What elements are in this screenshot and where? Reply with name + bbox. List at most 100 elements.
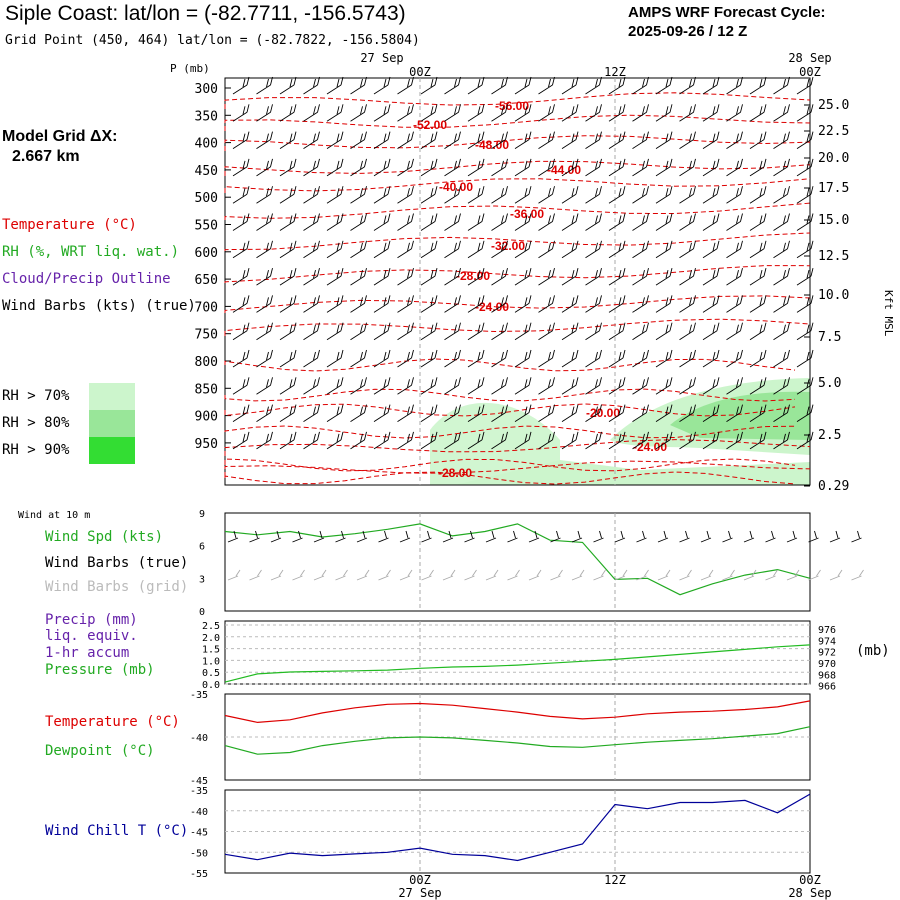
- height-tick-label: 22.5: [818, 124, 849, 139]
- wind-barb: [632, 431, 649, 450]
- wind-barb: [467, 349, 485, 368]
- wind-barb: [444, 104, 461, 122]
- wind-barb: [655, 213, 673, 231]
- wind-barb-grid: [528, 569, 542, 581]
- legend-rh90-swatch: [89, 437, 135, 464]
- wind-barb: [350, 349, 367, 368]
- wind-barb: [702, 267, 720, 286]
- wind-tick-label: 6: [199, 542, 205, 553]
- wind-barb: [420, 213, 438, 231]
- wind-barb-grid: [442, 569, 456, 581]
- wind-barb: [303, 377, 320, 395]
- wind-barb-true: [421, 530, 432, 543]
- wind-barb: [397, 158, 414, 177]
- wind-barb: [608, 104, 626, 122]
- label-pressure: Pressure (mb): [45, 662, 155, 678]
- wind-barb: [444, 377, 461, 395]
- wind-barb-grid: [227, 569, 241, 581]
- wind-barb: [773, 431, 790, 450]
- wind-barb: [749, 322, 767, 341]
- wind-barb: [514, 240, 532, 259]
- forecast-cycle: AMPS WRF Forecast Cycle: 2025-09-26 / 12…: [628, 3, 826, 41]
- label-mb-unit: (mb): [856, 643, 890, 659]
- wind-barb: [491, 431, 508, 450]
- wind-barb: [585, 267, 602, 286]
- wind-barb: [749, 431, 767, 450]
- wind-barb: [397, 213, 414, 231]
- wind-barb: [350, 322, 367, 341]
- wind-barb: [373, 295, 391, 313]
- wind-barb: [420, 104, 438, 122]
- wind-barb: [514, 131, 532, 149]
- wind-barb: [256, 76, 273, 95]
- wind-barb: [326, 104, 344, 122]
- wind-barb: [373, 76, 391, 95]
- wind-barb: [467, 186, 485, 204]
- height-tick-label: 15.0: [818, 213, 849, 228]
- temperature-contour: [224, 232, 811, 251]
- wind-barb: [796, 240, 814, 259]
- wind-barb: [749, 349, 767, 368]
- wind-barb: [467, 158, 485, 177]
- wind-barb: [655, 349, 673, 368]
- wind-barb: [585, 322, 602, 341]
- temperature-contour-low: [224, 458, 796, 472]
- wind-barb-grid: [829, 569, 843, 581]
- wind-barb: [608, 213, 626, 231]
- wind-barb: [726, 213, 743, 231]
- wind-barb: [256, 377, 273, 395]
- wind-barb: [467, 377, 485, 395]
- wind-barb: [561, 213, 579, 231]
- label-wind-speed: Wind Spd (kts): [45, 529, 164, 545]
- wind-barb: [232, 240, 250, 259]
- top-time-tick-12z: 12Z: [604, 65, 626, 79]
- wind-barb: [444, 404, 461, 422]
- label-precip: Precip (mm): [45, 612, 138, 628]
- wind-barb: [397, 404, 414, 422]
- temperature-contour: [224, 318, 811, 336]
- temperature-contour: [224, 92, 811, 109]
- wind-barb: [749, 186, 767, 204]
- wind-barb: [420, 158, 438, 177]
- wind-barb-grid: [313, 569, 327, 581]
- wind-barb: [538, 76, 555, 95]
- windchill-tick-label: -50: [190, 848, 208, 859]
- wind-barb: [350, 377, 367, 395]
- temp-tick-label: -40: [190, 733, 208, 744]
- temperature-contour: [224, 202, 811, 220]
- pressure-axis-title: P (mb): [170, 62, 210, 75]
- temperature-contour-label: -20.00: [586, 406, 620, 420]
- wind-barb: [491, 213, 508, 231]
- wind-barb: [538, 104, 555, 122]
- wind-barb: [608, 404, 626, 422]
- wind-barb: [326, 377, 344, 395]
- wind-barb: [373, 131, 391, 149]
- wind-barb: [303, 267, 320, 286]
- wind-barb: [749, 131, 767, 149]
- legend-rh80-swatch: [89, 410, 135, 437]
- wind-barb: [796, 158, 814, 177]
- wind-barb: [420, 295, 438, 313]
- height-tick-label: 20.0: [818, 151, 849, 166]
- wind-barb: [491, 377, 508, 395]
- wind-barb: [514, 186, 532, 204]
- wind-barb: [702, 295, 720, 313]
- wind-barb: [585, 349, 602, 368]
- wind-barb: [397, 377, 414, 395]
- wind-barb: [561, 240, 579, 259]
- wind-barb: [679, 131, 696, 149]
- wind-barb: [726, 240, 743, 259]
- top-end-date-label: 28 Sep: [788, 51, 831, 65]
- wind-barb: [256, 213, 273, 231]
- wind-barb-true: [378, 530, 389, 543]
- wind-barb: [397, 131, 414, 149]
- precip-tick-label: 0.5: [202, 668, 220, 679]
- wind-barb: [256, 104, 273, 122]
- wind-barb: [702, 404, 720, 422]
- wind-barb: [632, 213, 649, 231]
- legend-temperature: Temperature (°C): [2, 217, 137, 233]
- wind-barb: [467, 404, 485, 422]
- model-grid-line2: 2.667 km: [12, 148, 80, 165]
- wind-barb: [279, 322, 297, 341]
- wind-barb-true: [571, 530, 583, 543]
